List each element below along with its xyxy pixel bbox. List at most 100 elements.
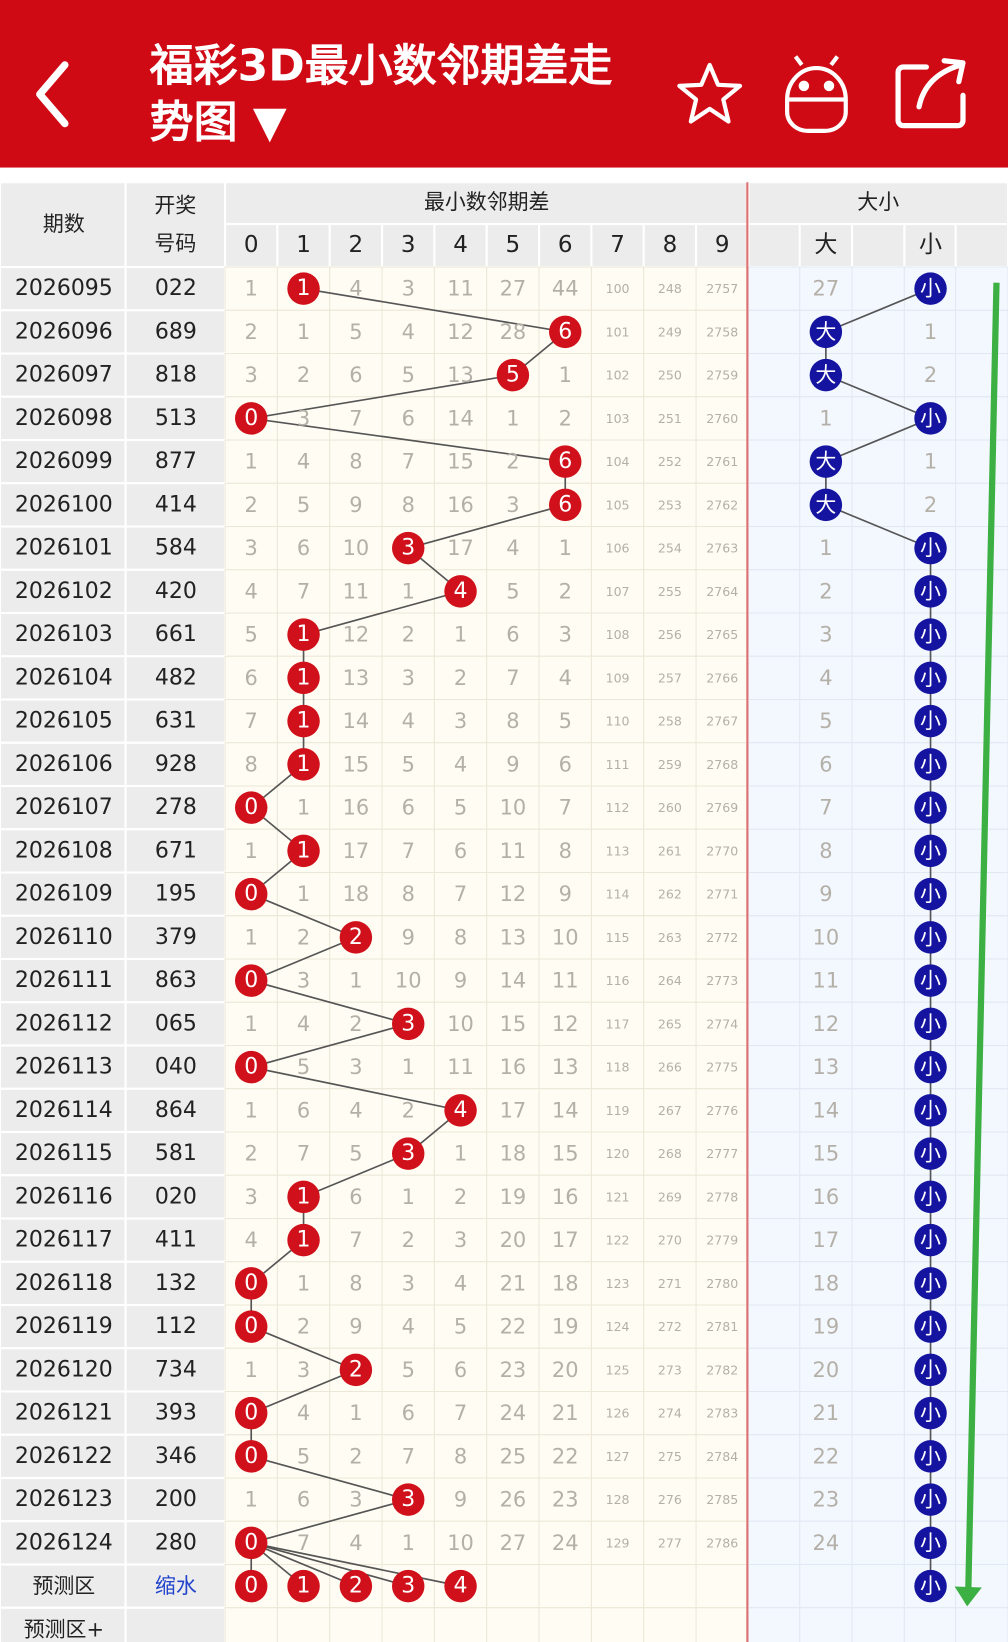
cell-bg bbox=[276, 1477, 331, 1522]
cell-bg bbox=[747, 1044, 802, 1090]
cell-bg bbox=[590, 569, 645, 614]
header-cell bbox=[695, 223, 750, 269]
ball bbox=[287, 1180, 320, 1214]
cell-bg bbox=[851, 569, 905, 614]
gap-value: 103 bbox=[606, 411, 630, 426]
gap-value: 7 bbox=[297, 579, 310, 603]
gap-value: 44 bbox=[552, 277, 579, 301]
gap-value: 1 bbox=[559, 536, 572, 560]
cell-bg bbox=[799, 1174, 853, 1220]
page-title[interactable]: 福彩3D最小数邻期差走势图 ▼ bbox=[149, 39, 613, 148]
gap-value: 2758 bbox=[706, 324, 738, 339]
trend-line bbox=[303, 590, 461, 636]
cell-bg bbox=[329, 655, 383, 701]
gap-value: 7 bbox=[506, 666, 519, 690]
gap-value: 3 bbox=[297, 1358, 310, 1382]
cell-bg bbox=[224, 353, 278, 398]
gap-value: 7 bbox=[245, 709, 258, 733]
gap-value: 13 bbox=[552, 1055, 579, 1079]
gap-value: 1 bbox=[297, 320, 310, 344]
cell-bg bbox=[486, 1563, 540, 1609]
gap-value: 11 bbox=[552, 969, 579, 993]
gap-value: 10 bbox=[500, 796, 527, 820]
ball bbox=[444, 1094, 477, 1127]
gap-value: 107 bbox=[606, 584, 630, 599]
gap-value: 15 bbox=[343, 752, 370, 776]
cell-bg bbox=[851, 612, 905, 657]
cell-bg bbox=[124, 1606, 227, 1642]
ball-label: 小 bbox=[920, 1315, 941, 1339]
gap-value: 5 bbox=[245, 623, 258, 647]
period: 2026116 bbox=[15, 1184, 113, 1209]
ball-label: 6 bbox=[558, 319, 572, 344]
digit-header: 1 bbox=[296, 232, 311, 258]
back-button[interactable] bbox=[36, 61, 69, 128]
gap-value: 255 bbox=[658, 584, 682, 599]
cell-bg bbox=[590, 482, 645, 528]
gap-value: 2 bbox=[297, 1315, 310, 1339]
gap-value: 2 bbox=[506, 450, 519, 474]
cell-bg bbox=[851, 871, 905, 917]
cell-bg bbox=[538, 1304, 592, 1349]
gap-value: 100 bbox=[606, 281, 630, 296]
cell-bg bbox=[851, 1520, 905, 1566]
ball bbox=[339, 921, 373, 954]
cell-bg bbox=[124, 784, 227, 831]
cell-bg bbox=[851, 1347, 905, 1393]
ball-label: 0 bbox=[244, 882, 258, 907]
trend-line bbox=[250, 1325, 357, 1371]
cell-bg bbox=[433, 1434, 488, 1479]
gap-value: 1 bbox=[297, 882, 310, 906]
cell-bg bbox=[329, 1390, 383, 1436]
gap-value: 5 bbox=[349, 320, 362, 344]
cell-bg bbox=[851, 1261, 905, 1306]
gap-value: 7 bbox=[402, 1444, 415, 1468]
gap-value: 6 bbox=[245, 666, 258, 690]
cell-bg bbox=[643, 439, 697, 484]
robot-button[interactable] bbox=[785, 55, 848, 133]
cell-bg bbox=[433, 958, 488, 1003]
cell-bg bbox=[695, 785, 749, 830]
cell-bg bbox=[433, 1607, 488, 1642]
favorite-button[interactable] bbox=[677, 62, 743, 124]
cell-bg bbox=[851, 915, 905, 960]
size-count: 24 bbox=[813, 1531, 840, 1555]
cell-bg bbox=[955, 353, 1008, 398]
gap-value: 4 bbox=[454, 1271, 467, 1295]
cell-bg bbox=[224, 1477, 278, 1522]
share-button[interactable] bbox=[895, 58, 966, 129]
cell-bg bbox=[695, 309, 749, 355]
cell-bg bbox=[695, 482, 749, 528]
ball bbox=[234, 964, 268, 997]
gap-value: 12 bbox=[552, 1012, 579, 1036]
ball-label: 3 bbox=[401, 1487, 415, 1512]
gap-value: 1 bbox=[349, 969, 362, 993]
gap-value: 14 bbox=[552, 1098, 579, 1122]
gap-value: 9 bbox=[349, 493, 362, 517]
trend-line bbox=[250, 1455, 409, 1501]
ball bbox=[914, 1526, 947, 1560]
gap-value: 20 bbox=[552, 1358, 579, 1382]
gap-value: 273 bbox=[658, 1362, 682, 1377]
cell-bg bbox=[381, 439, 435, 484]
ball bbox=[287, 834, 320, 868]
gap-value: 2771 bbox=[706, 887, 738, 902]
cell-bg bbox=[955, 526, 1008, 571]
gap-value: 123 bbox=[606, 1276, 630, 1291]
size-count: 16 bbox=[813, 1185, 840, 1209]
cell-bg bbox=[643, 1044, 697, 1090]
gap-value: 23 bbox=[500, 1358, 527, 1382]
cell-bg bbox=[695, 871, 749, 917]
gap-value: 11 bbox=[447, 277, 474, 301]
gap-value: 15 bbox=[552, 1142, 579, 1166]
gap-value: 9 bbox=[349, 1315, 362, 1339]
cell-bg bbox=[747, 482, 802, 528]
size-count: 2 bbox=[819, 579, 832, 603]
gap-value: 271 bbox=[658, 1276, 682, 1291]
ball bbox=[914, 704, 947, 738]
cell-bg bbox=[590, 439, 645, 484]
gap-value: 3 bbox=[454, 1228, 467, 1252]
draw-number: 928 bbox=[155, 752, 197, 777]
gap-value: 2 bbox=[454, 666, 467, 690]
cell-bg bbox=[903, 1607, 958, 1642]
